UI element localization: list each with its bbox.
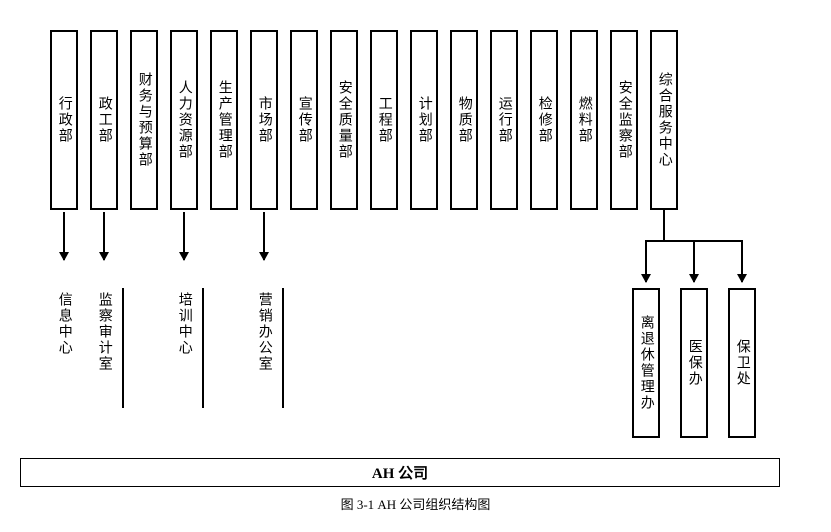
department-box: 物质部 xyxy=(450,30,478,210)
department-box: 计划部 xyxy=(410,30,438,210)
department-box: 安全监察部 xyxy=(610,30,638,210)
department-box: 宣传部 xyxy=(290,30,318,210)
sub-unit-box: 离退休管理办 xyxy=(632,288,660,438)
divider-line xyxy=(122,288,124,408)
sub-unit: 培训中心 xyxy=(170,288,198,408)
sub-unit-box: 保卫处 xyxy=(728,288,756,438)
connector xyxy=(663,210,665,240)
sub-unit: 营销办公室 xyxy=(250,288,278,408)
department-box: 人力资源部 xyxy=(170,30,198,210)
department-box: 政工部 xyxy=(90,30,118,210)
arrow-down xyxy=(263,212,265,260)
department-box: 行政部 xyxy=(50,30,78,210)
arrow-down xyxy=(63,212,65,260)
sub-unit-box: 医保办 xyxy=(680,288,708,438)
connector xyxy=(693,240,695,282)
department-box: 检修部 xyxy=(530,30,558,210)
connector xyxy=(645,240,647,282)
department-box: 市场部 xyxy=(250,30,278,210)
department-box: 财务与预算部 xyxy=(130,30,158,210)
company-bar: AH 公司 xyxy=(20,458,780,487)
department-box: 生产管理部 xyxy=(210,30,238,210)
connector xyxy=(741,240,743,282)
figure-caption: 图 3-1 AH 公司组织结构图 xyxy=(20,494,811,513)
department-box: 安全质量部 xyxy=(330,30,358,210)
department-box: 运行部 xyxy=(490,30,518,210)
department-box: 综合服务中心 xyxy=(650,30,678,210)
department-box: 燃料部 xyxy=(570,30,598,210)
divider-line xyxy=(282,288,284,408)
arrow-down xyxy=(103,212,105,260)
sub-unit: 监察审计室 xyxy=(90,288,118,408)
org-chart: 行政部政工部财务与预算部人力资源部生产管理部市场部宣传部安全质量部工程部计划部物… xyxy=(20,20,811,512)
divider-line xyxy=(202,288,204,408)
arrow-down xyxy=(183,212,185,260)
sub-unit: 信息中心 xyxy=(50,288,78,408)
department-box: 工程部 xyxy=(370,30,398,210)
